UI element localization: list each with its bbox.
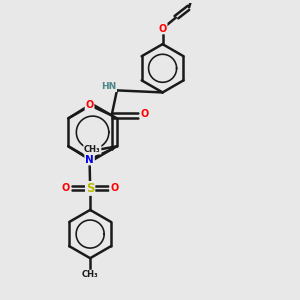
Text: N: N: [85, 154, 94, 165]
Text: O: O: [62, 183, 70, 194]
Text: CH₃: CH₃: [82, 271, 98, 280]
Text: O: O: [85, 100, 94, 110]
Text: S: S: [86, 182, 94, 195]
Text: O: O: [158, 23, 167, 34]
Text: O: O: [140, 109, 149, 119]
Text: HN: HN: [101, 82, 116, 91]
Text: CH₃: CH₃: [84, 145, 101, 154]
Text: O: O: [110, 183, 118, 194]
